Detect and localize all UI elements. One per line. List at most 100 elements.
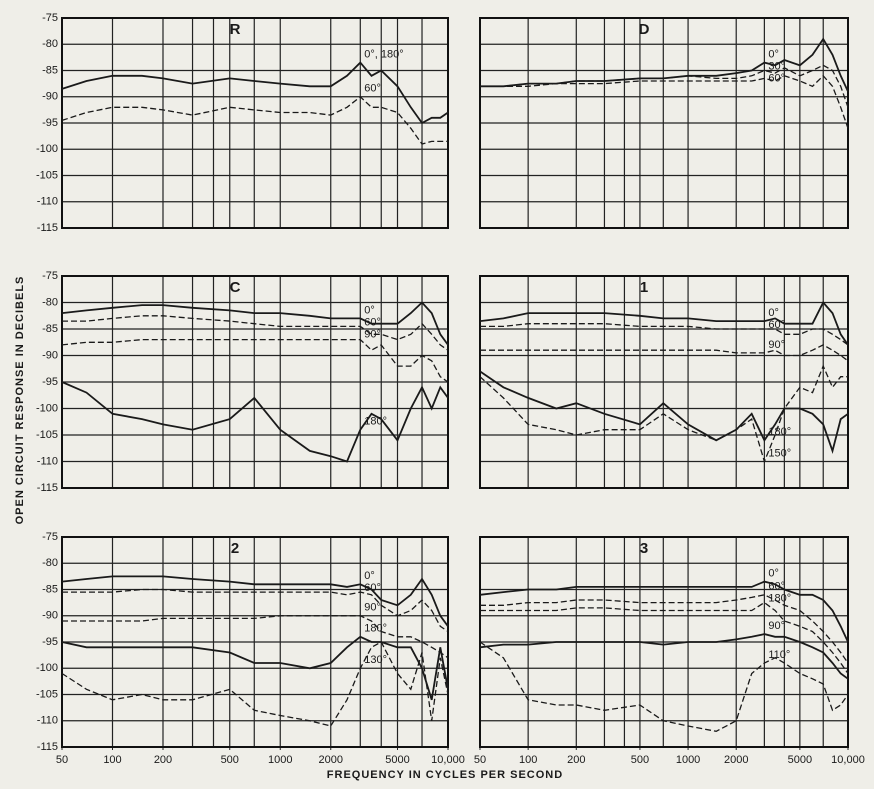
series-line (61, 338, 449, 383)
series-line (479, 633, 849, 680)
y-tick-label: -75 (42, 270, 58, 282)
y-tick-label: -75 (42, 12, 58, 24)
y-tick-label: -90 (42, 610, 58, 622)
y-tick-label: -95 (42, 376, 58, 388)
series-label: 110° (768, 649, 790, 661)
series-label: 0° (768, 49, 779, 61)
series-line (480, 64, 849, 108)
y-tick-label: -80 (42, 38, 58, 50)
series-label: 30° (768, 61, 785, 73)
series-line (61, 301, 449, 346)
series-line (479, 300, 849, 346)
series-label: 180° (768, 426, 791, 438)
series-line (61, 575, 449, 627)
series-line (479, 370, 849, 454)
plot-frame (479, 275, 849, 489)
y-tick-label: -80 (42, 296, 58, 308)
series-label: 180° (364, 623, 387, 635)
panel-title: 2 (231, 540, 239, 557)
series-line (480, 594, 849, 664)
series-label: 0° (364, 570, 375, 582)
series-label: 0° (768, 568, 779, 580)
series-line (480, 323, 849, 346)
series-line (480, 344, 849, 362)
x-tick-label: 10,000 (831, 754, 865, 766)
series-label: 0° (364, 304, 375, 316)
panel-title: D (639, 21, 650, 38)
x-tick-label: 10,000 (431, 754, 465, 766)
panel-title: 1 (640, 279, 648, 296)
x-tick-label: 500 (221, 754, 239, 766)
x-axis-label: FREQUENCY IN CYCLES PER SECOND (327, 769, 563, 781)
y-tick-label: -85 (42, 323, 58, 335)
y-tick-label: -100 (36, 402, 58, 414)
y-tick-label: -105 (36, 169, 58, 181)
panel-title: 3 (640, 540, 648, 557)
series-label: 60° (364, 83, 381, 95)
x-tick-label: 2000 (319, 754, 343, 766)
x-tick-label: 50 (56, 754, 68, 766)
series-label: 60° (768, 73, 785, 85)
y-tick-label: -110 (37, 455, 58, 467)
x-tick-label: 100 (103, 754, 121, 766)
series-label: 60° (768, 319, 785, 331)
x-tick-label: 1000 (676, 754, 700, 766)
series-line (479, 641, 849, 732)
panel-title: R (230, 21, 241, 38)
x-tick-label: 200 (567, 754, 585, 766)
x-tick-label: 500 (631, 754, 649, 766)
series-label: 90° (364, 602, 381, 614)
series-label: 60° (364, 582, 381, 594)
y-tick-label: -115 (37, 222, 58, 234)
x-tick-label: 100 (519, 754, 537, 766)
series-line (61, 381, 449, 463)
series-line (62, 615, 449, 659)
y-tick-label: -90 (42, 349, 58, 361)
series-label: 90° (364, 328, 381, 340)
series-line (62, 315, 449, 351)
y-tick-label: -115 (37, 741, 58, 753)
series-label: 0° (768, 307, 779, 319)
x-tick-label: 50 (474, 754, 486, 766)
y-tick-label: -105 (36, 688, 58, 700)
series-label: 180° (768, 593, 791, 605)
x-tick-label: 5000 (385, 754, 409, 766)
series-label: 60° (364, 316, 381, 328)
series-label: 130° (364, 654, 387, 666)
x-tick-label: 2000 (724, 754, 748, 766)
series-label: 180° (364, 416, 387, 428)
x-tick-label: 5000 (788, 754, 812, 766)
y-tick-label: -110 (37, 715, 58, 727)
series-line (480, 74, 849, 129)
y-tick-label: -105 (36, 429, 58, 441)
series-label: 150° (768, 447, 791, 459)
y-tick-label: -115 (37, 482, 58, 494)
y-tick-label: -85 (42, 64, 58, 76)
y-tick-label: -80 (42, 557, 58, 569)
series-line (61, 635, 449, 701)
y-tick-label: -100 (36, 143, 58, 155)
x-tick-label: 1000 (268, 754, 292, 766)
y-tick-label: -95 (42, 636, 58, 648)
series-line (61, 95, 448, 145)
series-label: 90° (768, 339, 785, 351)
y-axis-label: OPEN CIRCUIT RESPONSE IN DECIBELS (14, 276, 26, 525)
y-tick-label: -90 (42, 91, 58, 103)
series-line (479, 364, 848, 464)
series-line (62, 588, 449, 633)
series-line (61, 61, 449, 125)
plot-frame (479, 17, 849, 229)
panel-title: C (230, 279, 241, 296)
series-line (480, 601, 849, 674)
series-line (61, 641, 449, 727)
y-tick-label: -85 (42, 583, 58, 595)
y-tick-label: -100 (36, 662, 58, 674)
y-tick-label: -110 (37, 196, 58, 208)
series-line (479, 580, 849, 643)
x-tick-label: 200 (154, 754, 172, 766)
y-tick-label: -95 (42, 117, 58, 129)
y-tick-label: -75 (42, 531, 58, 543)
series-label: 60° (768, 581, 785, 593)
